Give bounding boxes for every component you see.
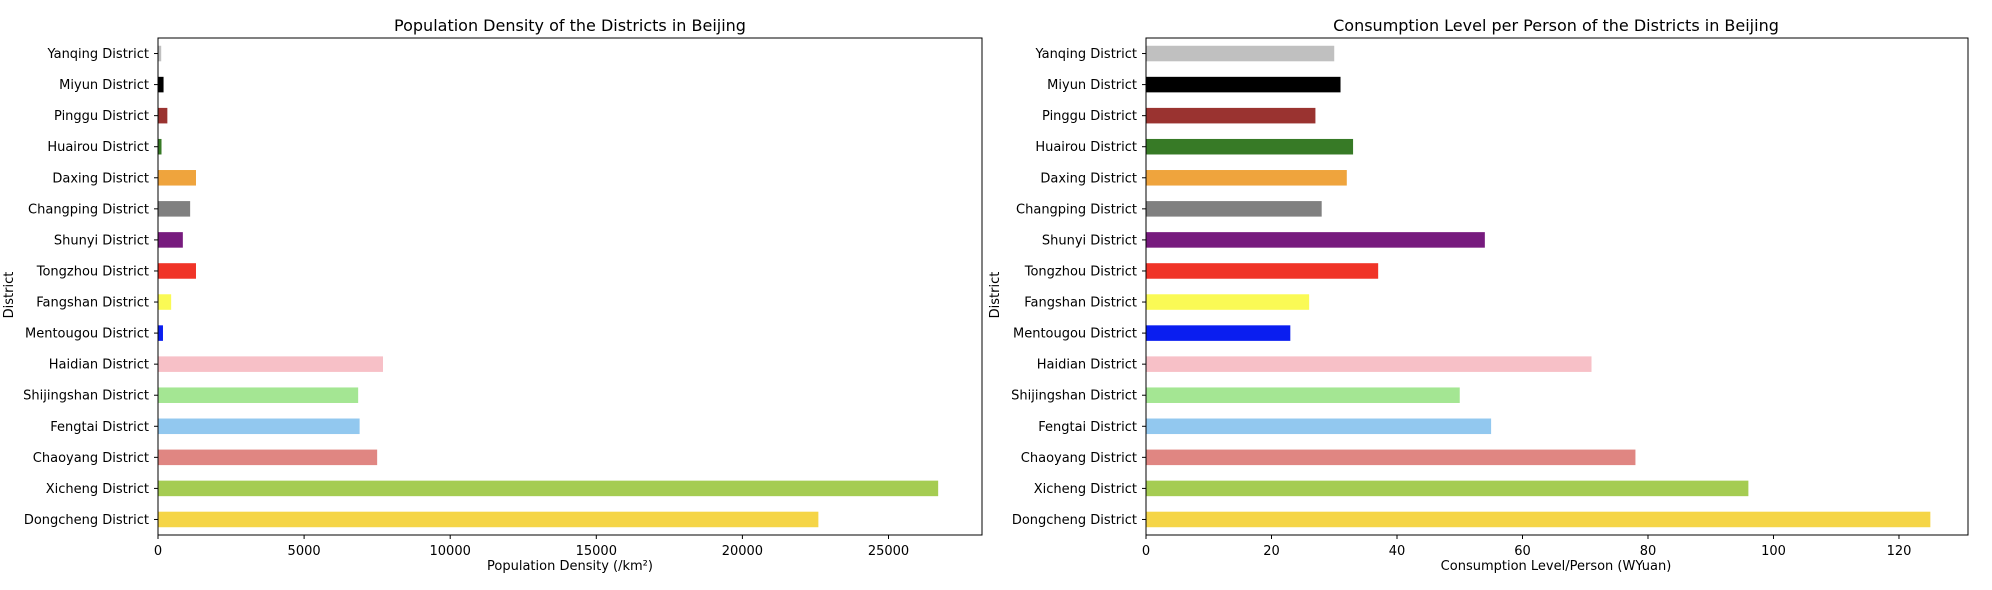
y-tick-label: Haidian District <box>49 358 149 373</box>
y-tick-label: Fangshan District <box>1024 296 1137 311</box>
x-tick-label: 5000 <box>288 544 321 559</box>
bar-shunyi-district <box>158 232 183 248</box>
bar-fengtai-district <box>158 418 360 435</box>
bar-miyun-district <box>158 76 164 93</box>
chart-title: Consumption Level per Person of the Dist… <box>1333 16 1779 35</box>
y-tick-label: Shijingshan District <box>1011 389 1137 404</box>
y-tick-label: Fangshan District <box>36 296 149 311</box>
y-tick-label: Fengtai District <box>50 420 149 435</box>
y-tick-label: Pinggu District <box>54 109 149 124</box>
y-tick-group: Dongcheng District Xicheng District Chaoya… <box>1011 47 1146 528</box>
y-tick-label: Haidian District <box>1037 358 1137 373</box>
x-tick-label: 80 <box>1640 544 1657 559</box>
x-tick-label: 0 <box>154 544 162 559</box>
bar-daxing-district <box>1146 170 1347 186</box>
bar-pinggu-district <box>158 107 168 124</box>
x-tick-label: 15000 <box>576 544 617 559</box>
bar-huairou-district <box>1146 138 1354 155</box>
y-tick-label: Huairou District <box>1035 140 1137 155</box>
y-axis-label: District <box>988 272 1003 319</box>
consumption-level-chart: Consumption Level per Person of the Dist… <box>988 16 1969 574</box>
bar-haidian-district <box>158 356 383 372</box>
y-tick-label: Dongcheng District <box>24 513 149 528</box>
bar-miyun-district <box>1146 76 1341 93</box>
population-density-chart: Population Density of the Districts in B… <box>2 16 983 574</box>
y-tick-label: Shunyi District <box>54 233 149 248</box>
x-tick-label: 25000 <box>868 544 909 559</box>
y-tick-label: Yanqing District <box>1034 47 1137 62</box>
y-tick-label: Miyun District <box>59 78 149 93</box>
y-tick-label: Daxing District <box>52 171 149 186</box>
y-axis-label: District <box>2 272 17 319</box>
bar-group <box>1146 45 1931 528</box>
y-tick-label: Daxing District <box>1040 171 1137 186</box>
bar-dongcheng-district <box>1146 511 1931 528</box>
x-tick-label: 0 <box>1142 544 1150 559</box>
bar-shijingshan-district <box>158 387 359 403</box>
x-tick-group: 0 20 40 60 80 100 120 <box>1142 535 1912 559</box>
x-tick-label: 10000 <box>430 544 471 559</box>
y-tick-label: Pinggu District <box>1042 109 1137 124</box>
x-axis-label: Consumption Level/Person (WYuan) <box>1441 559 1672 574</box>
bar-daxing-district <box>158 170 196 186</box>
y-tick-label: Shunyi District <box>1042 233 1137 248</box>
x-tick-label: 20 <box>1263 544 1280 559</box>
y-tick-label: Shijingshan District <box>23 389 149 404</box>
bar-mentougou-district <box>1146 325 1291 341</box>
bar-tongzhou-district <box>158 263 196 279</box>
bar-mentougou-district <box>158 325 163 341</box>
bar-huairou-district <box>158 138 162 155</box>
bar-chaoyang-district <box>1146 449 1636 466</box>
bar-pinggu-district <box>1146 107 1316 124</box>
bar-changping-district <box>158 201 191 217</box>
y-tick-label: Mentougou District <box>25 327 149 342</box>
bar-yanqing-district <box>1146 45 1335 62</box>
bar-fangshan-district <box>158 294 172 310</box>
y-tick-label: Fengtai District <box>1038 420 1137 435</box>
y-tick-group: Dongcheng District Xicheng District Chaoya… <box>23 47 158 528</box>
bar-changping-district <box>1146 201 1322 217</box>
y-tick-label: Chaoyang District <box>1021 451 1137 466</box>
y-tick-label: Changping District <box>28 202 149 217</box>
y-tick-label: Huairou District <box>47 140 149 155</box>
x-axis-label: Population Density (/km²) <box>487 559 653 574</box>
y-tick-label: Chaoyang District <box>33 451 149 466</box>
bar-dongcheng-district <box>158 511 819 528</box>
plot-frame <box>157 37 983 536</box>
bar-chaoyang-district <box>158 449 378 466</box>
x-tick-label: 120 <box>1887 544 1912 559</box>
y-tick-label: Xicheng District <box>46 482 149 497</box>
bar-yanqing-district <box>158 45 162 62</box>
bar-shijingshan-district <box>1146 387 1460 403</box>
x-tick-label: 60 <box>1514 544 1531 559</box>
plot-frame <box>1145 37 1969 536</box>
y-tick-label: Tongzhou District <box>1024 264 1137 279</box>
bar-fengtai-district <box>1146 418 1492 435</box>
y-tick-label: Tongzhou District <box>36 264 149 279</box>
y-tick-label: Miyun District <box>1047 78 1137 93</box>
bar-haidian-district <box>1146 356 1592 372</box>
y-tick-label: Changping District <box>1016 202 1137 217</box>
chart-title: Population Density of the Districts in B… <box>394 16 746 35</box>
x-tick-label: 20000 <box>722 544 763 559</box>
bar-tongzhou-district <box>1146 263 1379 279</box>
y-tick-label: Mentougou District <box>1013 327 1137 342</box>
bar-xicheng-district <box>158 480 939 497</box>
y-tick-label: Xicheng District <box>1034 482 1137 497</box>
y-tick-label: Yanqing District <box>46 47 149 62</box>
bar-fangshan-district <box>1146 294 1310 310</box>
x-tick-group: 0 5000 10000 15000 20000 25000 <box>154 535 909 559</box>
y-tick-label: Dongcheng District <box>1012 513 1137 528</box>
bar-shunyi-district <box>1146 232 1485 248</box>
x-tick-label: 40 <box>1389 544 1406 559</box>
x-tick-label: 100 <box>1761 544 1786 559</box>
bar-group <box>158 45 939 528</box>
bar-xicheng-district <box>1146 480 1749 497</box>
